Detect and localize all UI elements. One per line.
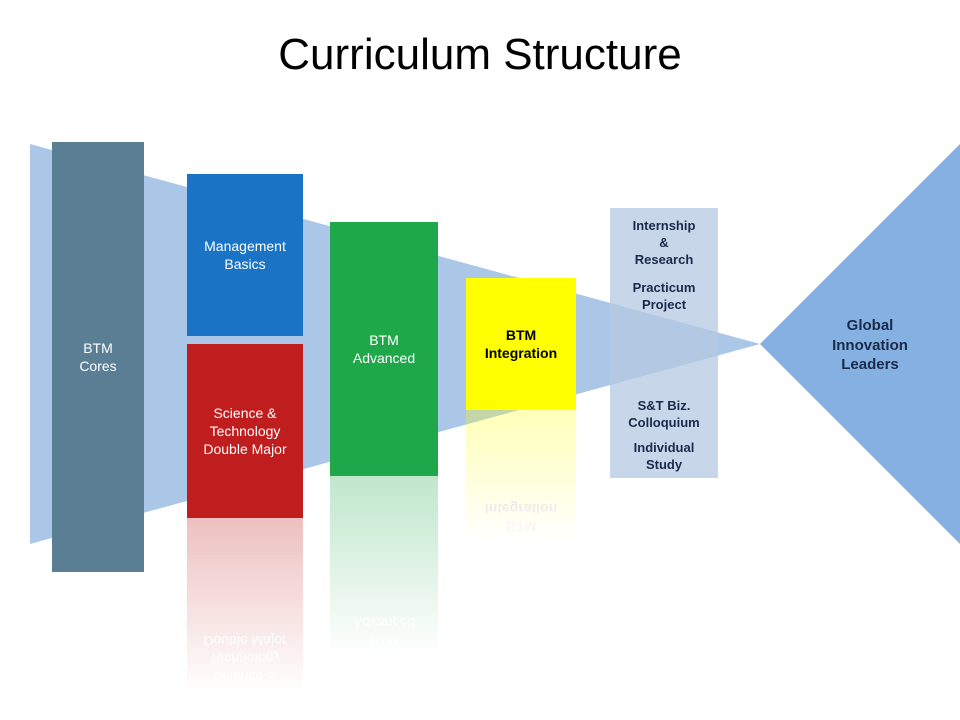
stage-sci-tech-double-major: Science &TechnologyDouble Major	[187, 344, 303, 518]
stage-management-basics: ManagementBasics	[187, 174, 303, 336]
practicum-item-1: Internship&Research	[610, 218, 718, 269]
stage-btm-integration: BTMIntegration	[466, 278, 576, 410]
outcome-label: GlobalInnovationLeaders	[810, 316, 930, 375]
practicum-item-2: PracticumProject	[610, 280, 718, 314]
stage-btm-advanced: BTMAdvanced	[330, 222, 438, 476]
stage-btm-cores: BTMCores	[52, 142, 144, 572]
reflection-sci-tech-double-major: Science &TechnologyDouble Major	[187, 518, 303, 692]
practicum-item-4: IndividualStudy	[610, 440, 718, 474]
reflection-btm-advanced: BTMAdvanced	[330, 476, 438, 656]
practicum-item-3: S&T Biz.Colloquium	[610, 398, 718, 432]
reflection-btm-integration: BTMIntegration	[466, 410, 576, 542]
